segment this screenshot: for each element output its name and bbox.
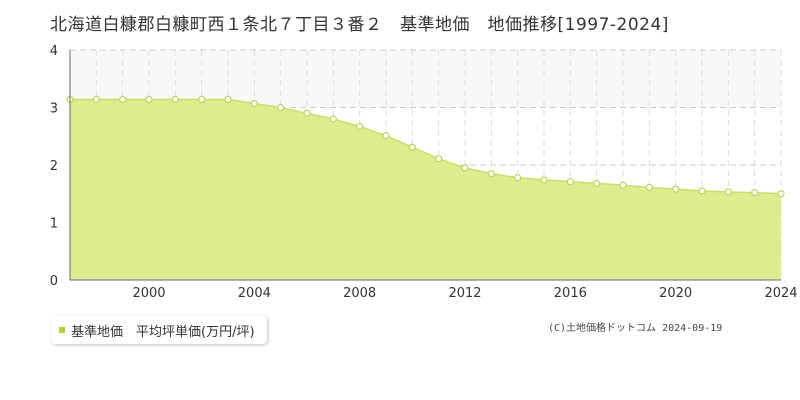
data-point bbox=[751, 189, 759, 197]
y-tick-label: 0 bbox=[50, 274, 58, 289]
legend[interactable]: 基準地価 平均坪単価(万円/坪) bbox=[51, 316, 267, 344]
data-point bbox=[198, 95, 206, 104]
data-point bbox=[382, 132, 390, 140]
x-tick-label: 2012 bbox=[448, 286, 481, 301]
data-point bbox=[303, 109, 311, 117]
data-point bbox=[672, 185, 680, 193]
data-point bbox=[92, 95, 100, 104]
x-tick-label: 2020 bbox=[659, 286, 692, 301]
legend-label: 基準地価 平均坪単価(万円/坪) bbox=[71, 324, 255, 340]
legend-swatch-icon bbox=[59, 327, 65, 333]
data-point bbox=[619, 181, 627, 189]
data-point bbox=[566, 178, 574, 186]
y-tick-label: 3 bbox=[50, 102, 58, 117]
series-area bbox=[70, 99, 781, 280]
data-point bbox=[777, 190, 785, 198]
data-point bbox=[119, 95, 127, 104]
data-point bbox=[250, 99, 258, 108]
data-point bbox=[487, 170, 495, 178]
x-tick-label: 2008 bbox=[343, 286, 376, 301]
data-point bbox=[145, 95, 153, 104]
data-point bbox=[593, 179, 601, 187]
data-point bbox=[329, 115, 337, 123]
data-point bbox=[540, 176, 548, 184]
data-point bbox=[461, 164, 469, 172]
x-tick-label: 2024 bbox=[764, 286, 797, 301]
copyright-credit: (C)土地価格ドットコム 2024-09-19 bbox=[548, 323, 723, 334]
data-point bbox=[277, 103, 285, 112]
grid-band bbox=[70, 50, 781, 108]
series-line bbox=[70, 98, 782, 195]
y-tick-label: 4 bbox=[50, 44, 58, 59]
y-tick-label: 2 bbox=[50, 159, 58, 174]
data-point bbox=[645, 183, 653, 192]
y-tick-label: 1 bbox=[50, 217, 58, 232]
data-point bbox=[514, 174, 522, 182]
data-point bbox=[356, 122, 364, 131]
data-point bbox=[435, 155, 443, 163]
data-point bbox=[224, 95, 232, 104]
data-point bbox=[698, 187, 706, 195]
x-tick-label: 2016 bbox=[554, 286, 587, 301]
data-point bbox=[724, 188, 732, 196]
x-tick-label: 2004 bbox=[238, 286, 271, 301]
data-point bbox=[171, 95, 179, 104]
x-tick-label: 2000 bbox=[132, 286, 165, 301]
data-point bbox=[408, 143, 416, 151]
chart-title: 北海道白糠郡白糠町西１条北７丁目３番２ 基準地価 地価推移[1997-2024] bbox=[50, 15, 669, 35]
